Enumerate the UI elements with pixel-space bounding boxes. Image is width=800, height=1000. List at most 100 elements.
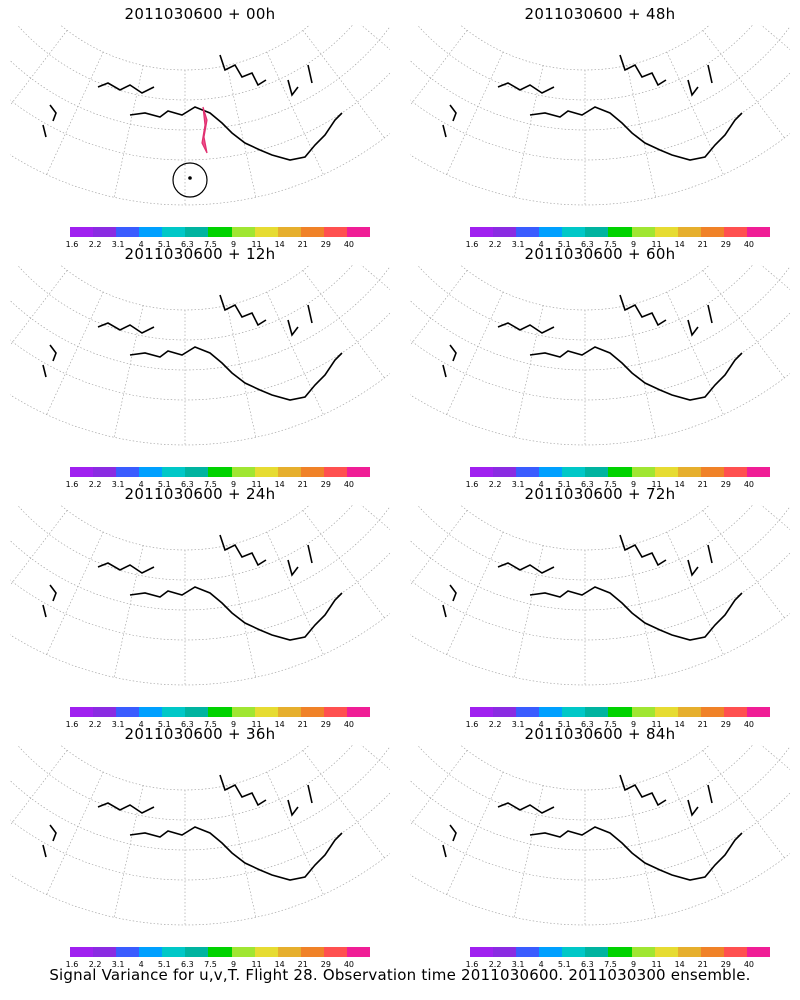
colorbar-swatch — [346, 467, 371, 477]
colorbar-tick-label: 7.5 — [604, 960, 617, 969]
panel-title: 2011030600 + 00h — [124, 5, 276, 23]
colorbar-tick-label: 5.1 — [157, 720, 171, 729]
colorbar-swatch — [631, 947, 655, 957]
arctic-islands — [219, 54, 267, 87]
siberia-coast — [97, 82, 155, 94]
siberia-coast — [97, 562, 155, 574]
colorbar-swatch — [277, 227, 301, 237]
latitude-line — [10, 312, 390, 401]
colorbar-tick-label: 7.5 — [204, 720, 217, 729]
panel-72h: 2011030600 + 72h 1.6 2.2 3.1 4 5.1 6.3 7.5 9 11 1… — [410, 485, 790, 729]
north-america-coast — [129, 826, 343, 881]
colorbar-tick-label: 14 — [274, 720, 285, 729]
map-24h — [10, 505, 390, 686]
variance-contour — [64, 787, 235, 894]
colorbar-swatch — [208, 467, 232, 477]
colorbar-swatch — [746, 227, 771, 237]
north-america-coast — [129, 106, 343, 161]
colorbar-swatch — [277, 707, 301, 717]
latitude-line — [410, 266, 790, 371]
variance-contour — [460, 280, 760, 430]
variance-contour — [545, 830, 625, 880]
variance-contour — [528, 80, 622, 160]
latitude-line — [10, 266, 390, 371]
colorbar-swatch — [277, 947, 301, 957]
colorbar-tick-label: 29 — [720, 960, 731, 969]
colorbar-tick-label: 6.3 — [181, 480, 194, 489]
map-boundary — [10, 505, 390, 510]
longitude-line — [513, 545, 544, 678]
colorbar-swatch — [493, 467, 517, 477]
longitude-line — [760, 745, 790, 770]
graticule — [10, 505, 390, 686]
longitude-line — [360, 505, 390, 530]
colorbar-tick-labels: 1.6 2.2 3.1 4 5.1 6.3 7.5 9 11 14 21 29 40 — [66, 480, 370, 490]
variance-contour — [128, 80, 222, 160]
colorbar-tick-label: 9 — [630, 960, 637, 969]
colorbar-swatch — [539, 707, 563, 717]
colorbar-swatch — [516, 947, 540, 957]
colorbar-tick-label: 5.1 — [557, 960, 571, 969]
colorbar-tick-label: 2.2 — [488, 960, 502, 969]
variance-contour — [528, 560, 622, 640]
arctic-islands — [219, 774, 267, 807]
colorbar-swatch — [562, 707, 586, 717]
colorbar-swatch — [254, 227, 278, 237]
variance-contour — [545, 110, 625, 160]
variance-contour — [636, 335, 684, 375]
siberia-coast — [97, 802, 155, 814]
colorbar-tick-label: 11 — [251, 480, 262, 489]
map-boundary — [10, 265, 390, 270]
signal-variance-field — [460, 520, 760, 689]
figure-caption: Signal Variance for u,v,T. Flight 28. Ob… — [49, 966, 751, 984]
coastline — [442, 774, 743, 881]
hudson-coast — [287, 784, 313, 817]
longitude-line — [410, 30, 468, 107]
panel-title: 2011030600 + 60h — [524, 245, 676, 263]
colorbar-tick-label: 29 — [320, 960, 331, 969]
colorbar-swatch — [493, 707, 517, 717]
longitude-line — [626, 305, 657, 438]
longitude-line — [760, 505, 790, 530]
colorbar — [70, 227, 371, 239]
kamchatka-coast — [442, 344, 457, 378]
colorbar-swatch — [300, 707, 324, 717]
colorbar-tick-label: 40 — [343, 240, 355, 249]
kamchatka-coast — [42, 824, 57, 858]
colorbar-tick-label: 14 — [674, 240, 685, 249]
colorbar-tick-label: 40 — [343, 720, 355, 729]
colorbar-swatch — [608, 947, 632, 957]
latitude-line — [416, 745, 754, 821]
colorbar-tick-label: 3.1 — [111, 960, 125, 969]
colorbar-tick-label: 29 — [320, 480, 331, 489]
colorbar-swatch — [139, 227, 163, 237]
longitude-line — [46, 291, 104, 415]
colorbar-swatch — [677, 227, 701, 237]
colorbar-swatch — [677, 707, 701, 717]
colorbar-swatch — [300, 467, 324, 477]
panel-24h: 2011030600 + 24h 1.6 2.2 3.1 4 5.1 6.3 7.5 9 11 1… — [10, 485, 390, 729]
colorbar-tick-label: 3.1 — [511, 960, 525, 969]
longitude-line — [357, 745, 390, 750]
colorbar-swatch — [723, 707, 747, 717]
colorbar-swatch — [254, 947, 278, 957]
colorbar-tick-label: 9 — [630, 720, 637, 729]
colorbar-swatch — [116, 227, 140, 237]
longitude-line — [410, 750, 468, 827]
longitude-line — [360, 265, 390, 290]
colorbar-tick-label: 6.3 — [581, 960, 594, 969]
map-12h — [10, 265, 390, 446]
kamchatka-coast — [42, 584, 57, 618]
colorbar-tick-label: 1.6 — [465, 480, 479, 489]
colorbar-swatch — [323, 707, 347, 717]
colorbar-tick-label: 29 — [320, 720, 331, 729]
colorbar-tick-label: 6.3 — [181, 240, 194, 249]
colorbar-tick-label: 1.6 — [465, 720, 479, 729]
variance-contour — [600, 583, 660, 627]
colorbar-swatch — [700, 227, 724, 237]
panel-title: 2011030600 + 72h — [524, 485, 676, 503]
colorbar — [70, 947, 371, 959]
colorbar-tick-label: 4 — [538, 720, 544, 729]
colorbar-swatch — [539, 947, 563, 957]
variance-contour — [661, 563, 689, 607]
